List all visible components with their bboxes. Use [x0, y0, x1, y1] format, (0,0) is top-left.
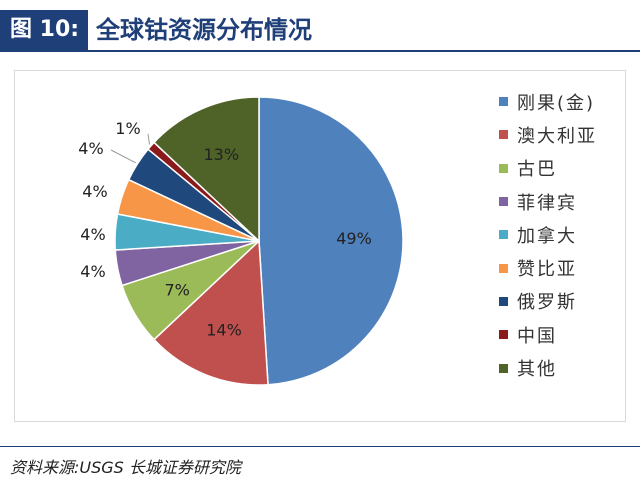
legend-swatch — [499, 230, 508, 240]
legend-label: 中国 — [517, 325, 557, 347]
data-label: 13% — [203, 145, 239, 164]
legend-label: 刚果(金) — [517, 92, 596, 114]
legend-label: 俄罗斯 — [517, 292, 577, 314]
legend-swatch — [499, 363, 508, 373]
legend-item: 菲律宾 — [499, 185, 624, 218]
leader-line — [147, 133, 150, 145]
pie-slice — [258, 96, 404, 386]
legend: 刚果(金) 澳大利亚古巴菲律宾加拿大赞比亚俄罗斯中国其他 — [499, 85, 624, 385]
chart-area: 49% 14% 7% 4% 4% 4% 4% 1% 13% 刚果(金) 澳大利亚古巴菲律宾加拿大赞… — [14, 70, 626, 422]
figure-label: 图 10: — [0, 10, 88, 50]
data-label: 4% — [80, 225, 105, 244]
legend-item: 加拿大 — [499, 218, 624, 251]
figure-title: 全球钴资源分布情况 — [96, 16, 312, 44]
legend-item: 澳大利亚 — [499, 118, 624, 151]
data-label: 4% — [82, 182, 107, 201]
pie-chart: 49% 14% 7% 4% 4% 4% 4% 1% 13% — [78, 96, 404, 386]
pie-slice — [152, 239, 269, 386]
legend-swatch — [499, 330, 508, 340]
legend-item: 中国 — [499, 318, 624, 351]
legend-label: 赞比亚 — [517, 259, 577, 281]
legend-item: 古巴 — [499, 152, 624, 185]
legend-item: 其他 — [499, 351, 624, 384]
data-label: 1% — [115, 119, 140, 138]
data-label: 14% — [206, 320, 242, 339]
legend-item: 俄罗斯 — [499, 285, 624, 318]
figure-header: 图 10: 全球钴资源分布情况 — [0, 10, 640, 50]
data-label: 49% — [336, 229, 372, 248]
legend-label: 加拿大 — [517, 225, 577, 247]
data-label: 7% — [164, 280, 189, 299]
header-divider — [0, 50, 640, 52]
legend-label: 澳大利亚 — [517, 125, 597, 147]
legend-swatch — [499, 296, 508, 306]
legend-swatch — [499, 263, 508, 273]
leader-line — [110, 149, 136, 164]
data-label: 4% — [80, 262, 105, 281]
legend-swatch — [499, 97, 508, 107]
source-note: 资料来源:USGS 长城证券研究院 — [10, 458, 241, 477]
legend-label: 菲律宾 — [517, 192, 577, 214]
legend-swatch — [499, 197, 508, 207]
legend-label: 其他 — [517, 359, 557, 381]
footer-divider — [0, 446, 640, 447]
pie-slice — [152, 96, 260, 243]
data-label: 4% — [78, 139, 103, 158]
legend-item: 刚果(金) — [499, 85, 624, 118]
legend-swatch — [499, 163, 508, 173]
legend-swatch — [499, 130, 508, 140]
legend-item: 赞比亚 — [499, 251, 624, 284]
legend-label: 古巴 — [517, 159, 557, 181]
